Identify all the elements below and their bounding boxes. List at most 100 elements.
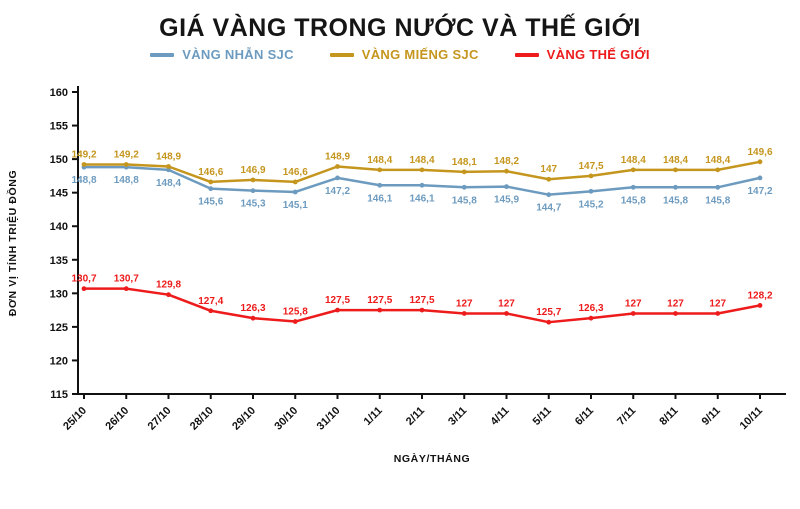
value-label: 130,7: [71, 274, 96, 285]
y-tick-label: 130: [50, 288, 68, 300]
value-label: 146,1: [367, 193, 392, 204]
y-tick-label: 145: [50, 188, 68, 200]
value-label: 147,2: [325, 186, 350, 197]
value-label: 148,9: [325, 151, 350, 162]
data-point: [208, 179, 214, 185]
data-point: [292, 189, 298, 195]
value-label: 126,3: [578, 303, 603, 314]
data-point: [757, 303, 763, 308]
value-label: 148,4: [621, 155, 646, 166]
data-point: [335, 175, 340, 181]
data-point: [250, 177, 256, 183]
x-tick-label: 29/10: [230, 405, 258, 433]
data-point: [419, 182, 425, 188]
x-tick-label: 3/11: [446, 405, 469, 428]
data-point: [588, 315, 594, 321]
data-point: [123, 286, 129, 292]
value-label: 145,1: [283, 200, 308, 211]
data-point: [673, 184, 678, 190]
value-label: 148,1: [452, 157, 477, 168]
data-point: [250, 188, 256, 194]
legend-dash-icon: [329, 52, 354, 57]
x-tick-label: 26/10: [103, 405, 131, 433]
value-label: 127: [456, 298, 473, 309]
legend-item-vang-nhan-sjc: VÀNG NHẪN SJC: [150, 47, 294, 62]
value-label: 126,3: [240, 303, 265, 314]
value-label: 127: [709, 298, 726, 309]
value-label: 127: [667, 298, 684, 309]
x-tick-label: 6/11: [573, 405, 596, 428]
x-tick-label: 31/10: [315, 405, 343, 433]
value-label: 127: [625, 298, 642, 309]
data-point: [292, 179, 298, 185]
value-label: 145,8: [705, 195, 730, 206]
data-point: [377, 167, 383, 173]
data-point: [630, 311, 636, 316]
y-tick-label: 125: [50, 322, 68, 334]
value-label: 145,3: [240, 199, 265, 210]
value-label: 127,5: [325, 295, 350, 306]
data-point: [166, 167, 171, 173]
gold-price-chart-page: GIÁ VÀNG TRONG NƯỚC VÀ THẾ GIỚI VÀNG NHẪ…: [0, 14, 800, 509]
value-label: 147,2: [747, 186, 772, 197]
value-label: 127,4: [198, 296, 223, 307]
value-label: 145,2: [578, 199, 603, 210]
value-label: 125,8: [283, 307, 308, 318]
series-1: 149,2 149,2 148,9 146,6 146,9 146,6 148,9 148,4…: [71, 147, 773, 185]
y-tick-label: 155: [50, 121, 68, 133]
value-label: 149,6: [747, 147, 772, 158]
legend-item-vang-the-gioi: VÀNG THẾ GIỚI: [514, 47, 650, 62]
value-label: 146,9: [240, 165, 265, 176]
data-point: [588, 173, 594, 179]
data-point: [419, 167, 425, 173]
chart-title: GIÁ VÀNG TRONG NƯỚC VÀ THẾ GIỚI: [159, 14, 641, 42]
data-point: [166, 292, 171, 298]
value-label: 146,6: [198, 167, 223, 178]
value-label: 148,2: [494, 156, 519, 167]
value-label: 149,2: [114, 149, 139, 160]
value-label: 147,5: [578, 161, 603, 172]
x-axis-title: NGÀY/THÁNG: [394, 452, 471, 465]
x-tick-label: 25/10: [61, 405, 89, 433]
data-point: [461, 184, 467, 190]
x-tick-label: 2/11: [404, 405, 427, 428]
value-label: 149,2: [71, 149, 96, 160]
value-label: 145,8: [452, 195, 477, 206]
data-point: [461, 169, 467, 175]
value-label: 130,7: [114, 274, 139, 285]
value-label: 148,8: [114, 175, 139, 186]
y-tick-label: 160: [50, 87, 68, 99]
data-point: [250, 315, 256, 321]
y-tick-label: 115: [50, 389, 68, 401]
value-label: 129,8: [156, 280, 181, 291]
y-tick-label: 135: [50, 255, 68, 267]
value-label: 146,1: [409, 193, 434, 204]
x-tick-label: 9/11: [700, 405, 723, 428]
data-point: [504, 168, 509, 174]
data-point: [504, 311, 509, 316]
value-label: 144,7: [536, 203, 561, 214]
value-label: 128,2: [747, 290, 772, 301]
data-point: [715, 167, 721, 173]
data-point: [123, 162, 129, 167]
x-tick-label: 4/11: [488, 405, 511, 428]
data-point: [673, 167, 678, 173]
value-label: 147: [540, 164, 557, 175]
data-point: [335, 307, 340, 313]
y-tick-label: 120: [50, 355, 68, 367]
data-point: [81, 286, 87, 292]
data-point: [715, 311, 721, 316]
data-point: [377, 182, 383, 188]
value-label: 127,5: [409, 295, 434, 306]
data-point: [588, 188, 594, 194]
data-point: [335, 164, 340, 169]
x-tick-label: 27/10: [146, 405, 174, 433]
value-label: 148,9: [156, 151, 181, 162]
data-point: [81, 162, 87, 167]
data-point: [292, 319, 298, 324]
y-tick-label: 140: [50, 221, 68, 233]
value-label: 145,6: [198, 197, 223, 208]
data-point: [673, 311, 678, 316]
data-point: [546, 319, 552, 325]
data-point: [419, 307, 425, 313]
